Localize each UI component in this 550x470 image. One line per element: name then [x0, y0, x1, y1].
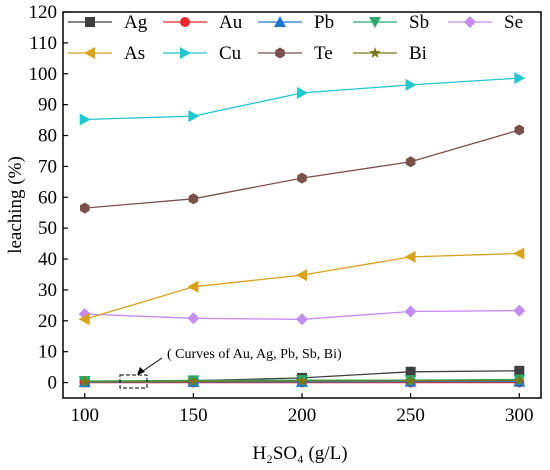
- series-bi: [79, 374, 525, 387]
- data-point-te: [188, 193, 199, 205]
- legend-label-sb: Sb: [409, 12, 429, 33]
- annotation-arrow: [139, 357, 163, 374]
- legend-label-ag: Ag: [124, 12, 148, 33]
- data-point-bi: [404, 374, 417, 386]
- series-cu: [79, 72, 526, 126]
- y-tick-label: 40: [38, 249, 57, 270]
- series-te: [80, 124, 524, 214]
- y-tick-label: 70: [38, 156, 57, 177]
- plot-frame: [62, 11, 542, 399]
- data-point-cu: [405, 78, 417, 91]
- data-point-bi: [513, 374, 525, 386]
- annotation-dashed-box: [119, 374, 148, 389]
- annotation: ( Curves of Au, Ag, Pb, Sb, Bi): [119, 347, 342, 389]
- x-axis-title: H₂SO₄ (g/L): [252, 443, 347, 464]
- data-point-te: [514, 124, 524, 136]
- y-tick-label: 120: [29, 2, 58, 23]
- series-se: [78, 304, 526, 326]
- legend-marker-as: [84, 47, 95, 59]
- data-point-as: [78, 313, 90, 326]
- x-tick-label: 300: [505, 405, 534, 426]
- x-tick-label: 250: [396, 405, 425, 426]
- data-point-cu: [514, 72, 526, 85]
- legend-label-pb: Pb: [314, 12, 334, 33]
- x-tick-label: 150: [179, 405, 208, 426]
- legend-item-ag: Ag: [68, 12, 148, 33]
- data-point-te: [405, 156, 416, 168]
- data-point-as: [296, 269, 307, 282]
- annotation-text: ( Curves of Au, Ag, Pb, Sb, Bi): [167, 347, 342, 362]
- y-tick-label: 20: [38, 311, 57, 332]
- data-point-as: [513, 247, 525, 260]
- data-point-cu: [188, 110, 200, 123]
- data-point-se: [513, 304, 526, 317]
- data-point-ag: [405, 366, 416, 377]
- legend-label-as: As: [124, 43, 145, 64]
- legend-marker-cu: [180, 47, 191, 59]
- y-tick-label: 110: [29, 33, 57, 54]
- legend-marker-bi: [369, 47, 381, 58]
- series-line-te: [84, 129, 520, 209]
- y-tick-label: 0: [48, 373, 58, 394]
- legend-marker-ag: [85, 17, 95, 27]
- data-point-se: [187, 312, 200, 325]
- legend-item-au: Au: [163, 12, 243, 33]
- ticks-layer: 0 10 20 30 40 50 60 70 80 90 100 110 120 100 150 200 250…: [29, 2, 534, 426]
- legend-marker-te: [275, 47, 285, 59]
- legend-marker-pb: [274, 16, 286, 27]
- data-point-bi: [79, 375, 91, 387]
- series-line-cu: [84, 77, 520, 121]
- legend-item-sb: Sb: [353, 12, 429, 33]
- legend-marker-sb: [369, 17, 381, 28]
- legend-item-se: Se: [448, 12, 523, 33]
- data-point-te: [297, 172, 307, 184]
- legend-label-te: Te: [314, 43, 333, 64]
- annotation-arrowhead: [137, 367, 145, 375]
- legend: Ag Au Pb Sb Se As Cu Te Bi: [68, 12, 523, 64]
- legend-label-au: Au: [219, 12, 243, 33]
- legend-label-cu: Cu: [219, 43, 242, 64]
- y-tick-label: 90: [38, 95, 57, 116]
- y-tick-label: 10: [38, 342, 57, 363]
- data-point-as: [404, 250, 416, 263]
- data-point-ag: [514, 365, 525, 376]
- y-tick-label: 50: [38, 218, 57, 239]
- data-point-bi: [187, 375, 200, 387]
- x-tick-label: 200: [288, 405, 317, 426]
- y-tick-label: 60: [38, 187, 57, 208]
- series-layer: [78, 72, 526, 388]
- data-point-as: [187, 280, 199, 293]
- data-point-cu: [297, 86, 308, 99]
- legend-label-bi: Bi: [409, 43, 427, 64]
- legend-item-cu: Cu: [163, 43, 242, 64]
- series-line-as: [84, 252, 520, 320]
- y-tick-label: 80: [38, 126, 57, 147]
- y-axis-title: leaching (%): [5, 156, 26, 254]
- legend-item-bi: Bi: [353, 43, 427, 64]
- legend-marker-au: [180, 17, 190, 27]
- series-as: [78, 247, 525, 326]
- data-point-te: [80, 202, 90, 214]
- y-tick-label: 100: [29, 64, 58, 85]
- data-point-se: [296, 313, 308, 326]
- legend-marker-se: [464, 16, 476, 28]
- x-tick-label: 100: [70, 405, 99, 426]
- data-point-bi: [296, 375, 308, 386]
- data-point-se: [404, 305, 417, 318]
- legend-item-te: Te: [258, 43, 333, 64]
- legend-label-se: Se: [504, 12, 523, 33]
- legend-item-as: As: [68, 43, 145, 64]
- legend-item-pb: Pb: [258, 12, 334, 33]
- data-point-cu: [79, 113, 91, 126]
- y-tick-label: 30: [38, 280, 57, 301]
